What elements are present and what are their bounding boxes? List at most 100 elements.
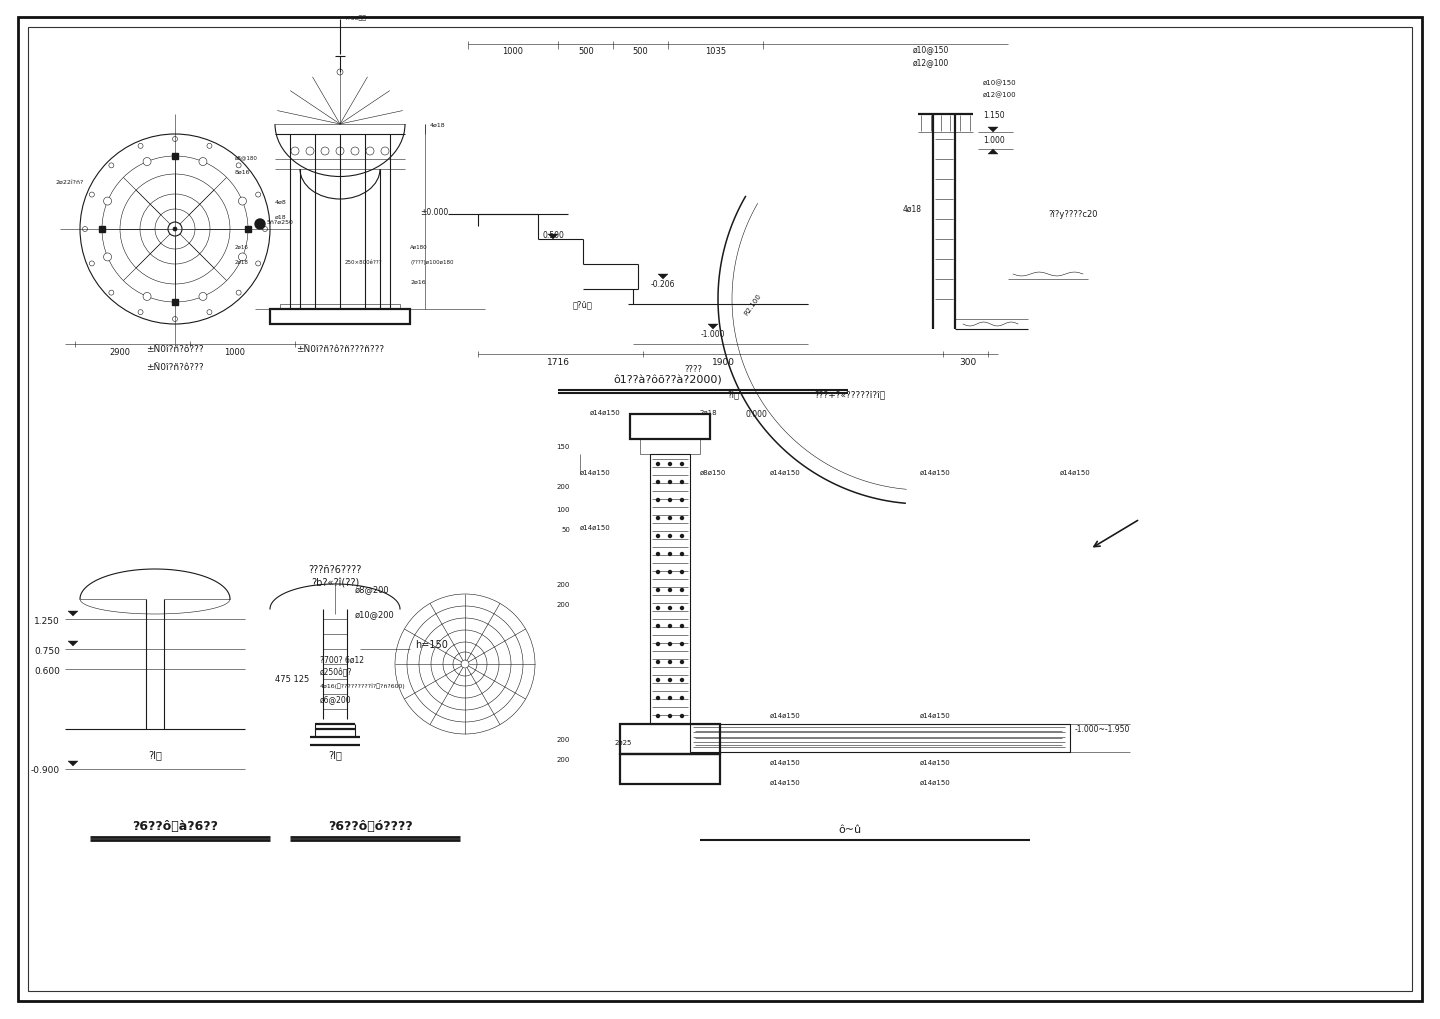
Bar	[245, 227, 251, 232]
Text: 2900: 2900	[109, 347, 131, 357]
Text: 2ø16: 2ø16	[410, 280, 426, 284]
Text: 口?û桥: 口?û桥	[573, 300, 593, 309]
Text: ø8@180: ø8@180	[235, 155, 258, 160]
Bar	[649, 454, 690, 725]
Text: 1900: 1900	[711, 358, 734, 367]
Text: 2ø22î?ñ?: 2ø22î?ñ?	[55, 179, 84, 184]
Polygon shape	[68, 611, 78, 616]
Circle shape	[239, 198, 246, 206]
Text: 2ø25: 2ø25	[615, 739, 632, 745]
Text: ?6??ô灵à?6??: ?6??ô灵à?6??	[132, 819, 217, 833]
Text: ô1??à?ôõ??à?2000): ô1??à?ôõ??à?2000)	[613, 375, 723, 384]
Text: 0.000: 0.000	[744, 410, 768, 419]
Text: ø14ø150: ø14ø150	[770, 780, 801, 786]
Text: ø14ø150: ø14ø150	[920, 759, 950, 765]
Circle shape	[336, 148, 344, 156]
Circle shape	[657, 679, 660, 682]
Circle shape	[138, 311, 143, 315]
Circle shape	[681, 517, 684, 520]
Text: ø14ø150: ø14ø150	[770, 470, 801, 476]
Circle shape	[681, 607, 684, 610]
Text: ±0.000: ±0.000	[419, 208, 448, 217]
Bar	[171, 154, 179, 160]
Circle shape	[173, 138, 177, 143]
Circle shape	[681, 625, 684, 628]
Circle shape	[207, 145, 212, 149]
Text: (????)ø100ø180: (????)ø100ø180	[410, 260, 454, 265]
Circle shape	[255, 220, 265, 229]
Circle shape	[657, 535, 660, 538]
Circle shape	[82, 227, 88, 232]
Text: ô~û: ô~û	[838, 824, 861, 835]
Text: 1000: 1000	[503, 47, 524, 56]
Text: ø10@200: ø10@200	[356, 610, 395, 619]
Circle shape	[239, 254, 246, 262]
Circle shape	[668, 535, 671, 538]
Bar	[99, 227, 105, 232]
Circle shape	[668, 499, 671, 502]
Text: -1.000~-1.950: -1.000~-1.950	[1076, 725, 1130, 734]
Circle shape	[236, 164, 240, 169]
Text: ø14ø150: ø14ø150	[580, 525, 611, 531]
Circle shape	[256, 262, 261, 267]
Text: 500: 500	[577, 47, 593, 56]
Circle shape	[668, 571, 671, 574]
Circle shape	[104, 254, 111, 262]
Text: 4ø16(断?????????î?断?ñ?600): 4ø16(断?????????î?断?ñ?600)	[320, 683, 406, 688]
Circle shape	[668, 517, 671, 520]
Text: ??50额顶: ??50额顶	[346, 15, 367, 20]
Circle shape	[262, 227, 268, 232]
Text: ±Ñ0î?ñ?ô?ñ???ñ???: ±Ñ0î?ñ?ô?ñ???ñ???	[297, 344, 384, 354]
Text: 200: 200	[557, 601, 570, 607]
Circle shape	[668, 481, 671, 484]
Circle shape	[321, 148, 328, 156]
Text: 100: 100	[556, 506, 570, 513]
Circle shape	[657, 589, 660, 592]
Text: ø250ô断?: ø250ô断?	[320, 667, 353, 677]
Circle shape	[307, 148, 314, 156]
Text: R2.100: R2.100	[743, 292, 763, 317]
Text: ?6??ô灵ó????: ?6??ô灵ó????	[328, 819, 412, 833]
Circle shape	[681, 553, 684, 556]
Circle shape	[657, 714, 660, 717]
Text: ø6@200: ø6@200	[320, 695, 351, 704]
Text: Aø180: Aø180	[410, 245, 428, 250]
Bar	[171, 300, 179, 306]
Polygon shape	[549, 234, 559, 239]
Text: ±Ñ0î?ñ?ô???: ±Ñ0î?ñ?ô???	[147, 344, 204, 354]
Text: ø14ø150: ø14ø150	[920, 470, 950, 476]
Text: ø14ø150: ø14ø150	[920, 712, 950, 718]
Circle shape	[668, 661, 671, 663]
Text: 1000: 1000	[225, 347, 245, 357]
Polygon shape	[708, 325, 719, 330]
Text: ø8ø150: ø8ø150	[700, 470, 726, 476]
Text: 1.250: 1.250	[35, 615, 60, 625]
Text: 4ø8: 4ø8	[275, 200, 287, 205]
Circle shape	[657, 661, 660, 663]
Text: ø14ø150: ø14ø150	[920, 780, 950, 786]
Text: 1035: 1035	[706, 47, 727, 56]
Circle shape	[668, 463, 671, 466]
Circle shape	[366, 148, 374, 156]
Text: -1.000: -1.000	[701, 330, 726, 338]
Text: 200: 200	[557, 582, 570, 587]
Text: ø14ø150: ø14ø150	[770, 759, 801, 765]
Circle shape	[681, 697, 684, 700]
Text: 0.600: 0.600	[35, 665, 60, 675]
Text: ø12@100: ø12@100	[984, 92, 1017, 99]
Circle shape	[351, 148, 359, 156]
Polygon shape	[68, 641, 78, 646]
Text: 2ø16: 2ø16	[235, 245, 249, 250]
Circle shape	[668, 643, 671, 646]
Text: ????: ????	[684, 365, 703, 374]
Circle shape	[109, 290, 114, 296]
Bar	[621, 754, 720, 785]
Text: h=150: h=150	[415, 639, 448, 649]
Circle shape	[199, 158, 207, 166]
Text: 300: 300	[959, 358, 976, 367]
Circle shape	[89, 193, 95, 198]
Circle shape	[207, 311, 212, 315]
Circle shape	[657, 553, 660, 556]
Circle shape	[89, 262, 95, 267]
Circle shape	[668, 697, 671, 700]
